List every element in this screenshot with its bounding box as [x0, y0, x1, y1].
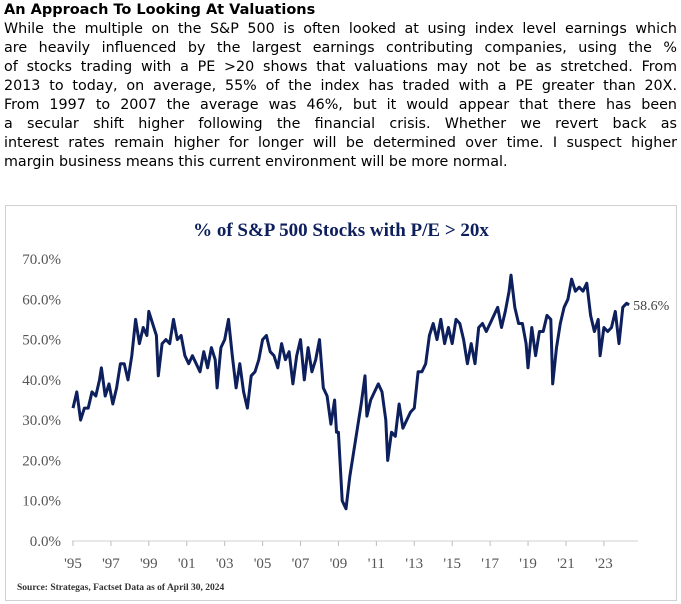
y-tick-label: 10.0% — [22, 494, 61, 510]
section-title: An Approach To Looking At Valuations — [4, 2, 316, 18]
x-tick-label: '17 — [481, 556, 499, 572]
series-line — [71, 273, 630, 511]
x-tick-label: '09 — [330, 556, 348, 572]
source-note: Source: Strategas, Factset Data as of Ap… — [17, 583, 224, 593]
body-line: From 1997 to 2007 the average was 46%, b… — [4, 97, 677, 113]
body-line: interest rates remain higher for longer … — [4, 135, 677, 151]
line-chart: % of S&P 500 Stocks with P/E > 20x 0.0% 1… — [17, 220, 670, 593]
x-tick-label: '97 — [102, 556, 120, 572]
x-tick-label: '23 — [595, 556, 613, 572]
body-line: 2013 to today, on average, 55% of the in… — [4, 78, 677, 94]
body-text: While the multiple on the S&P 500 is oft… — [4, 20, 677, 172]
body-line: a secular shift higher following the fin… — [4, 116, 677, 132]
x-tick-label: '01 — [178, 556, 196, 572]
y-tick-label: 20.0% — [22, 453, 61, 469]
x-tick-label: '95 — [64, 556, 82, 572]
body-line: of stocks trading with a PE >20 shows th… — [4, 59, 677, 75]
y-tick-label: 70.0% — [22, 252, 61, 268]
x-tick-label: '99 — [140, 556, 158, 572]
y-tick-label: 30.0% — [22, 413, 61, 429]
x-tick-label: '07 — [292, 556, 310, 572]
y-tick-label: 0.0% — [30, 534, 61, 550]
y-tick-label: 50.0% — [22, 333, 61, 349]
body-line: are heavily influenced by the largest ea… — [4, 40, 677, 56]
x-tick-label: '11 — [368, 556, 385, 572]
y-tick-label: 40.0% — [22, 373, 61, 389]
x-tick-label: '05 — [254, 556, 272, 572]
x-tick-label: '21 — [557, 556, 575, 572]
x-tick-label: '15 — [443, 556, 461, 572]
y-tick-label: 60.0% — [22, 292, 61, 308]
x-tick-label: '13 — [405, 556, 423, 572]
body-line: While the multiple on the S&P 500 is oft… — [4, 21, 677, 37]
chart-container: % of S&P 500 Stocks with P/E > 20x 0.0% 1… — [5, 205, 677, 601]
x-tick-label: '19 — [519, 556, 537, 572]
document: An Approach To Looking At Valuations Whi… — [4, 0, 677, 172]
chart-title: % of S&P 500 Stocks with P/E > 20x — [193, 220, 489, 241]
last-value-label: 58.6% — [633, 299, 670, 314]
x-tick-label: '03 — [216, 556, 234, 572]
body-line: margin business means this current envir… — [4, 154, 508, 170]
